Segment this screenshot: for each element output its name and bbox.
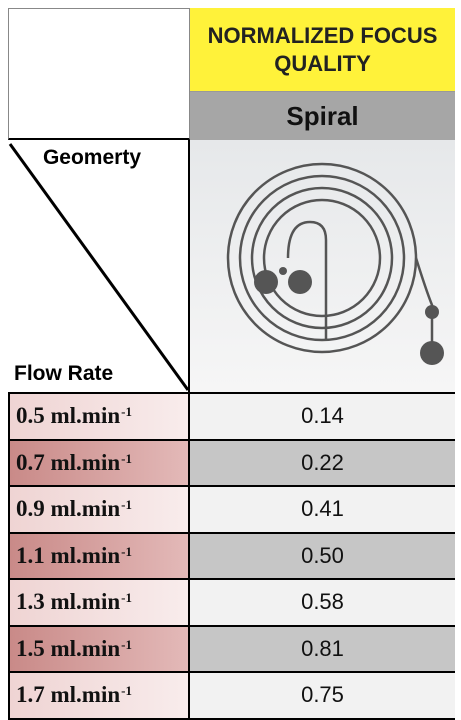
flow-rate-cell: 0.9 ml.min -1 — [8, 485, 190, 534]
flow-rate: 1.7 ml.min — [16, 682, 121, 708]
empty-cell — [8, 8, 190, 140]
flow-rate-cell: 1.3 ml.min -1 — [8, 578, 190, 627]
flow-rate-exponent: -1 — [121, 683, 132, 699]
flow-rate-cell: 1.7 ml.min -1 — [8, 671, 190, 720]
focus-value: 0.22 — [190, 438, 455, 487]
flow-rate: 0.5 ml.min — [16, 403, 121, 429]
header-subtitle: Spiral — [190, 92, 455, 140]
geometry-image — [190, 140, 455, 392]
corner-top: Geomerty — [43, 146, 141, 169]
flow-rate-exponent: -1 — [121, 497, 132, 513]
flow-rate-exponent: -1 — [121, 636, 132, 652]
flow-rate: 0.7 ml.min — [16, 449, 121, 475]
flow-rate-cell: 0.7 ml.min -1 — [8, 438, 190, 487]
flow-rate-exponent: -1 — [121, 590, 132, 606]
corner-cell: Geomerty Flow Rate — [8, 140, 190, 392]
focus-value: 0.58 — [190, 578, 455, 627]
focus-value: 0.14 — [190, 392, 455, 441]
flow-rate-cell: 1.5 ml.min -1 — [8, 624, 190, 673]
flow-rate-exponent: -1 — [121, 404, 132, 420]
diagonal: Geomerty Flow Rate — [8, 143, 190, 391]
header-title: NORMALIZED FOCUS QUALITY — [190, 8, 455, 92]
flow-rate: 1.1 ml.min — [16, 542, 121, 568]
flow-rate-cell: 1.1 ml.min -1 — [8, 531, 190, 580]
flow-rate-cell: 0.5 ml.min -1 — [8, 392, 190, 441]
flow-rate-exponent: -1 — [121, 450, 132, 466]
flow-rate: 1.5 ml.min — [16, 635, 121, 661]
spiral-drawing — [226, 162, 444, 365]
flow-rate-exponent: -1 — [121, 543, 132, 559]
flow-rate: 1.3 ml.min — [16, 589, 121, 615]
corner-bottom: Flow Rate — [14, 362, 113, 385]
focus-value: 0.81 — [190, 624, 455, 673]
focus-value: 0.50 — [190, 531, 455, 580]
focus-value: 0.41 — [190, 485, 455, 534]
focus-value: 0.75 — [190, 671, 455, 720]
flow-rate: 0.9 ml.min — [16, 496, 121, 522]
diagonal-line — [8, 143, 190, 391]
